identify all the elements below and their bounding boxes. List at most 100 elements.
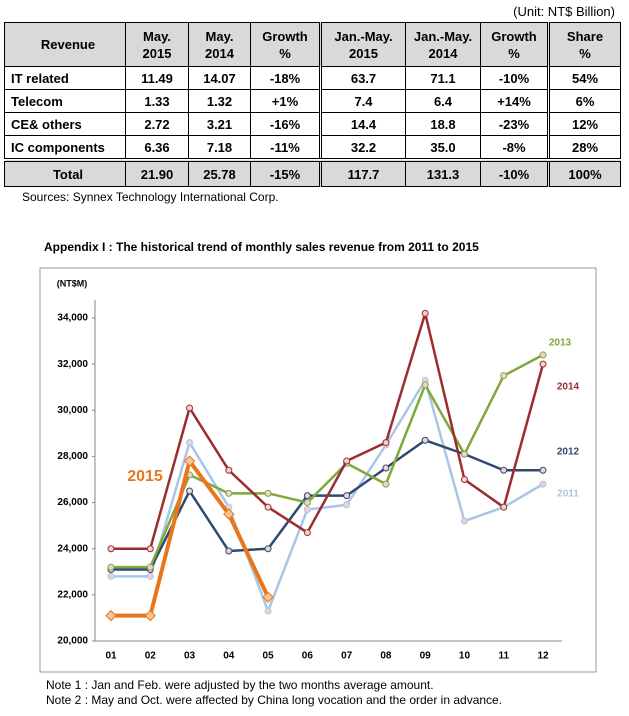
data-point [303, 505, 311, 513]
x-tick-label: 09 [420, 651, 432, 662]
data-point [539, 480, 547, 488]
x-tick-label: 08 [380, 651, 392, 662]
x-tick-label: 11 [498, 651, 509, 662]
data-point [107, 545, 115, 553]
table-cell: 6.4 [405, 89, 481, 113]
header-text: % [508, 45, 520, 61]
x-tick-label: 01 [105, 651, 117, 662]
table-cell: 12% [547, 112, 621, 136]
table-cell: 21.90 [125, 158, 189, 187]
data-point [421, 309, 429, 317]
table-row: IC components 6.36 7.18 -11% 32.2 35.0 -8% 28% [4, 135, 621, 161]
table-row: Total 21.90 25.78 -15% 117.7 131.3 -10% 100% [4, 158, 621, 187]
x-tick-label: 12 [537, 651, 549, 662]
x-tick-label: 10 [459, 651, 471, 662]
table-cell: 2.72 [125, 112, 189, 136]
data-point [186, 404, 194, 412]
data-point [303, 529, 311, 537]
table-cell: 14.4 [319, 112, 406, 136]
x-tick-label: 06 [302, 651, 314, 662]
data-point [225, 489, 233, 497]
table-cell: -23% [480, 112, 549, 136]
table-row: Revenue May. 2015 May. 2014 Growth% Jan.-May. 2… [4, 22, 621, 67]
x-tick-label: 04 [223, 651, 235, 662]
table-cell: Jan.-May. 2014 [405, 22, 481, 67]
data-point [343, 501, 351, 509]
header-text: May. [143, 28, 171, 44]
y-tick-label: 20,000 [57, 636, 88, 647]
data-point [500, 503, 508, 511]
header-text: 2014 [428, 45, 458, 61]
data-point [262, 591, 274, 603]
data-point [223, 508, 235, 520]
table-row: CE& others 2.72 3.21 -16% 14.4 18.8 -23% 12% [4, 112, 621, 136]
data-point [382, 464, 390, 472]
table-cell: +14% [480, 89, 549, 113]
table-cell: -10% [480, 66, 549, 90]
header-text: 2015 [349, 45, 378, 61]
data-point [421, 436, 429, 444]
table-cell: 100% [547, 158, 621, 187]
note: Note 2 : May and Oct. were affected by C… [46, 693, 503, 707]
series-line [111, 379, 544, 613]
data-point [146, 572, 154, 580]
header-text: Share [566, 28, 604, 44]
data-point [539, 351, 547, 359]
data-point [382, 439, 390, 447]
table-cell: 18.8 [405, 112, 481, 136]
table-cell: 14.07 [188, 66, 251, 90]
series-line [111, 312, 545, 550]
data-point [225, 547, 233, 555]
table-cell: Growth% [480, 22, 549, 67]
header-text: May. [205, 28, 234, 44]
chart-frame [39, 267, 597, 673]
y-axis-label: (NT$M) [57, 278, 88, 288]
header-text: % [279, 45, 291, 61]
data-point [107, 563, 115, 571]
data-point [144, 609, 156, 622]
header-text: % [579, 45, 591, 61]
table-cell: May. 2015 [125, 22, 189, 67]
x-tick-label: 02 [145, 651, 157, 662]
table-cell: 6% [547, 89, 621, 113]
table-cell: Growth% [250, 22, 321, 67]
unit-label: (Unit: NT$ Billion) [513, 4, 615, 19]
table-cell: 32.2 [319, 135, 406, 161]
y-tick-label: 30,000 [57, 405, 88, 416]
header-text: Jan.-May. [413, 28, 473, 44]
header-text: Jan.-May. [334, 28, 393, 44]
data-point [186, 487, 194, 495]
series-label: 2015 [127, 468, 163, 485]
table-cell: 7.18 [188, 135, 251, 161]
series-label: 2014 [557, 382, 580, 393]
data-point [225, 466, 233, 474]
sources: Sources: Synnex Technology International… [22, 190, 279, 204]
data-point [539, 360, 547, 368]
table-cell: Share% [547, 22, 621, 67]
x-tick-label: 05 [263, 651, 275, 662]
y-tick-label: 26,000 [57, 497, 88, 508]
data-point [421, 381, 429, 389]
data-point [460, 450, 468, 458]
header-text: 2015 [142, 45, 172, 61]
note: Note 1 : Jan and Feb. were adjusted by t… [46, 678, 434, 692]
data-point [264, 607, 272, 615]
data-point [460, 517, 468, 525]
data-point [382, 480, 390, 488]
x-tick-label: 07 [341, 651, 353, 662]
y-tick-label: 28,000 [57, 451, 88, 462]
data-point [105, 609, 117, 622]
data-point [183, 455, 196, 467]
table-cell: 28% [547, 135, 621, 161]
table-cell: May. 2014 [188, 22, 251, 67]
table-cell: 1.33 [125, 89, 189, 113]
data-point [303, 492, 311, 500]
data-point [500, 466, 508, 474]
table-cell: 6.36 [125, 135, 189, 161]
y-tick-label: 34,000 [57, 313, 88, 324]
header-text: Revenue [40, 37, 96, 52]
y-tick-label: 32,000 [57, 359, 88, 370]
table-cell: 54% [547, 66, 621, 90]
